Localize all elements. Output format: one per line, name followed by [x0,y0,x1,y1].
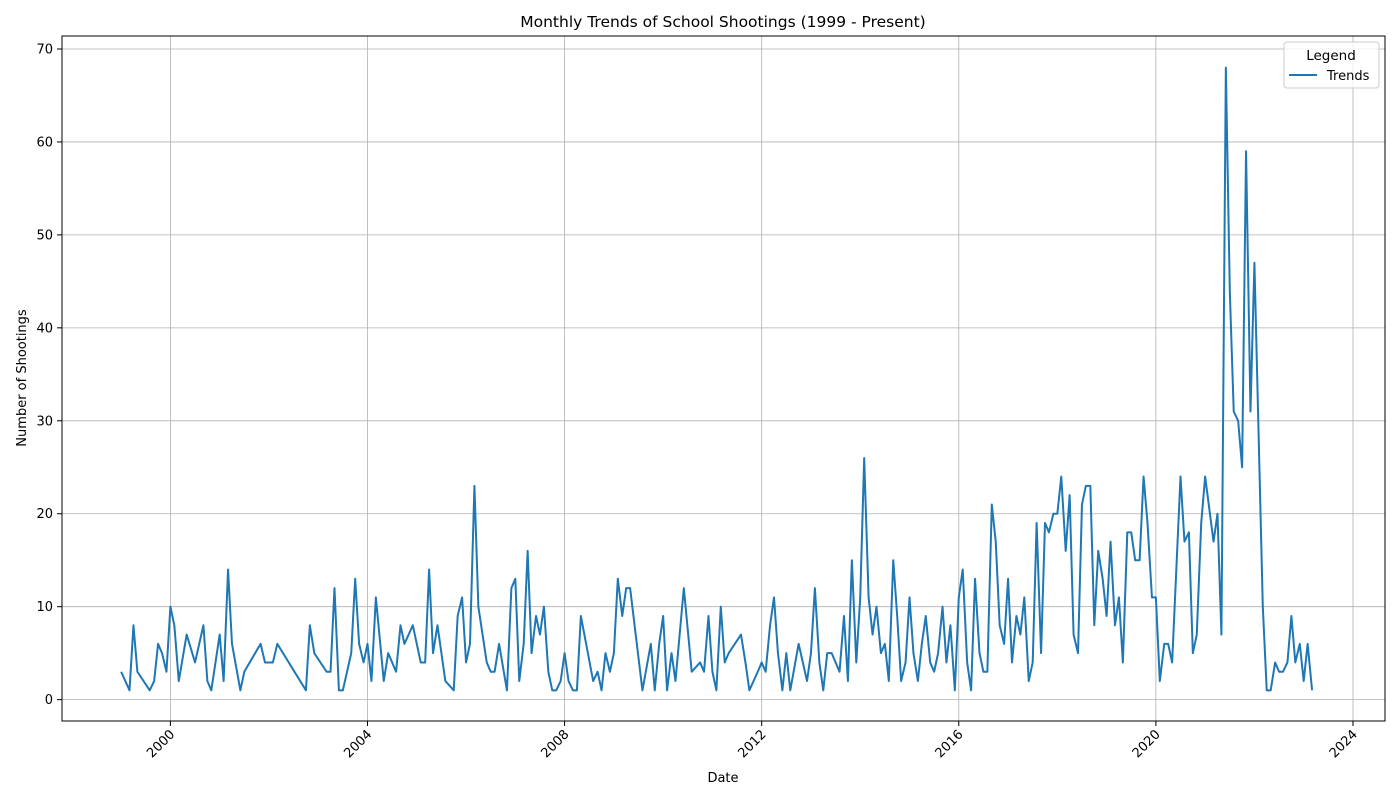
y-tick-label: 20 [36,507,53,522]
y-tick-label: 30 [36,414,53,429]
y-tick-label: 50 [36,228,53,243]
grid-lines [62,36,1385,721]
y-tick-label: 10 [36,600,53,615]
y-tick-label: 40 [36,321,53,336]
x-axis-label: Date [707,771,738,786]
legend: Legend Trends [1283,41,1380,89]
series-layer [120,66,1314,692]
y-axis-label: Number of Shootings [15,309,30,447]
legend-title: Legend [1306,48,1356,64]
y-axis-ticks: 0 10 20 30 40 50 60 70 [36,43,62,708]
y-tick-label: 60 [36,135,53,150]
legend-box [1283,41,1380,89]
series-line-trends [120,66,1314,692]
plot-area-frame [61,35,1386,722]
y-tick-label: 70 [36,43,53,58]
y-tick-label: 0 [45,693,53,708]
chart-title: Monthly Trends of School Shootings (1999… [520,13,925,31]
legend-label-trends: Trends [1326,69,1370,84]
